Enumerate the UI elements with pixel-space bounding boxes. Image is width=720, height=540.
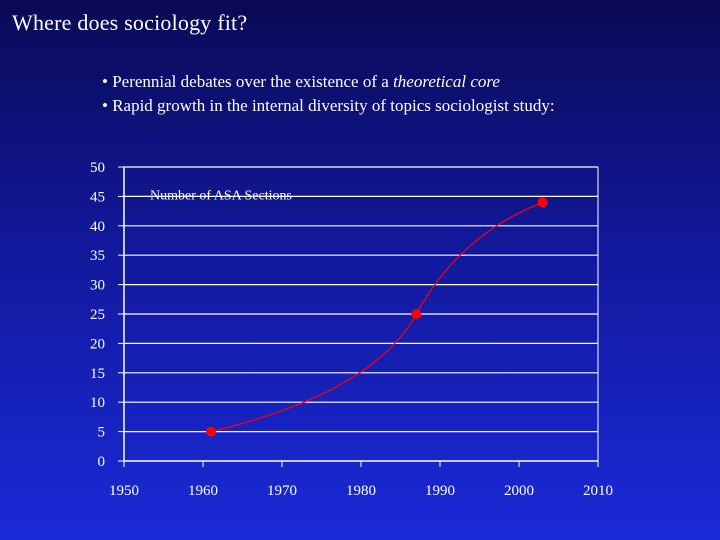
x-tick-label: 1980 <box>346 483 376 499</box>
bullet-text: • Rapid growth in the internal diversity… <box>102 96 555 115</box>
x-tick-label: 2000 <box>504 483 534 499</box>
bullet-diversity: • Rapid growth in the internal diversity… <box>102 94 555 118</box>
y-tick-label: 20 <box>90 336 105 352</box>
y-tick-label: 0 <box>98 454 106 470</box>
y-tick-label: 10 <box>90 395 105 411</box>
bullet-theoretical-core: • Perennial debates over the existence o… <box>102 70 555 94</box>
y-tick-label: 15 <box>90 366 105 382</box>
y-tick-label: 30 <box>90 278 105 294</box>
data-point <box>411 309 422 319</box>
bullet-list: • Perennial debates over the existence o… <box>102 70 555 118</box>
x-tick-label: 1990 <box>425 483 455 499</box>
slide-title: Where does sociology fit? <box>12 10 248 35</box>
y-tick-label: 45 <box>90 189 105 205</box>
y-tick-label: 5 <box>98 425 106 441</box>
x-tick-label: 1970 <box>267 483 297 499</box>
bullet-emphasis: theoretical core <box>393 72 500 91</box>
y-tick-label: 50 <box>90 160 105 176</box>
bullet-text: • Perennial debates over the existence o… <box>102 72 394 91</box>
series-trendline <box>210 201 543 433</box>
data-point <box>205 426 216 437</box>
data-point <box>537 197 548 208</box>
x-tick-label: 1950 <box>109 483 139 499</box>
y-tick-label: 40 <box>90 219 105 235</box>
x-tick-label: 2010 <box>583 483 613 499</box>
x-tick-label: 1960 <box>188 483 218 499</box>
y-tick-label: 25 <box>90 307 105 323</box>
y-tick-label: 35 <box>90 248 105 264</box>
chart-annotation: Number of ASA Sections <box>150 188 292 203</box>
